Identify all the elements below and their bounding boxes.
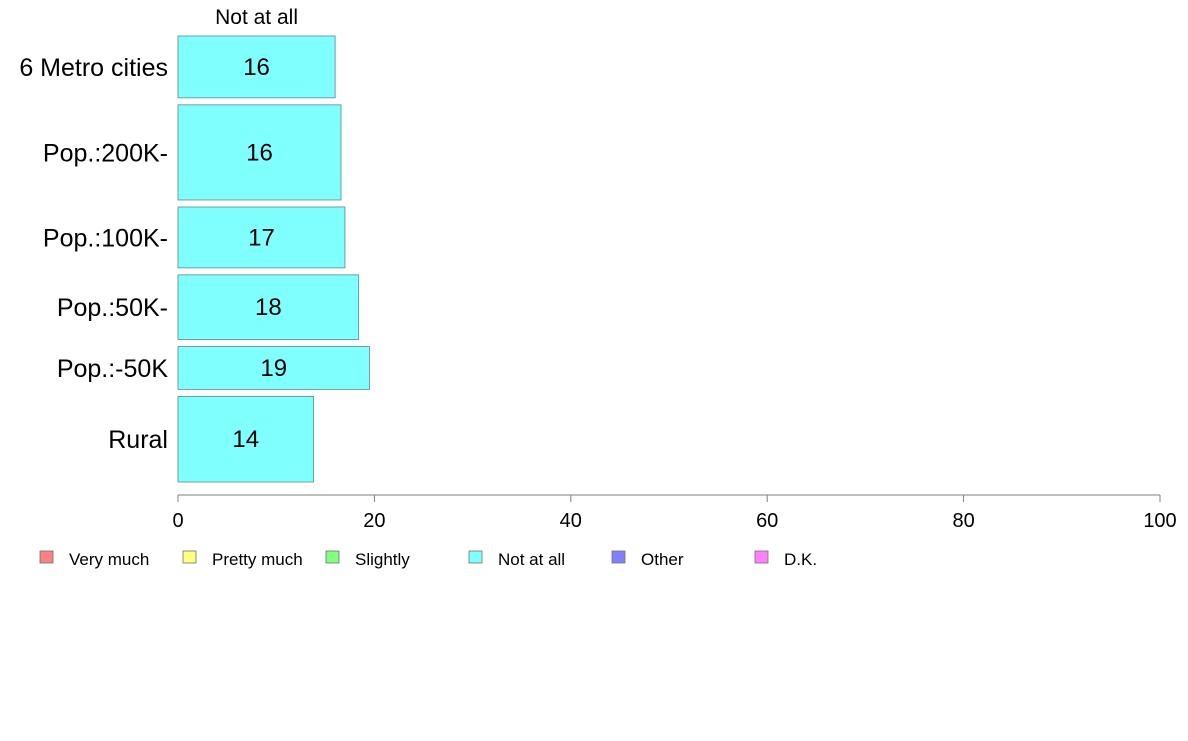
legend-swatch bbox=[754, 550, 769, 564]
bar-pop-50k-not-at-all bbox=[177, 274, 360, 340]
category-label: 6 Metro cities bbox=[19, 54, 168, 82]
x-tick-label: 80 bbox=[952, 510, 974, 532]
x-tick-label: 0 bbox=[172, 510, 183, 532]
legend-label: Not at all bbox=[498, 550, 565, 569]
legend-swatch bbox=[325, 550, 340, 564]
x-tick-label: 20 bbox=[363, 510, 385, 532]
data-label: 18 bbox=[255, 294, 282, 321]
legend-swatch bbox=[39, 550, 54, 564]
legend-swatch bbox=[468, 550, 483, 564]
legend-swatch bbox=[182, 550, 197, 564]
data-label: 17 bbox=[248, 224, 275, 251]
column-header: Not at all bbox=[215, 6, 298, 29]
labels-layer: Not at all 16 6 Metro cities 16 Pop.:200K- 17… bbox=[19, 6, 298, 454]
data-label: 16 bbox=[246, 139, 273, 166]
category-label: Pop.:200K- bbox=[43, 139, 168, 167]
legend-label: Pretty much bbox=[212, 550, 303, 569]
bar-6-metro-cities-not-at-all bbox=[177, 35, 336, 99]
legend-label: Other bbox=[641, 550, 684, 569]
data-label: 14 bbox=[232, 426, 259, 453]
x-tick-label: 100 bbox=[1143, 510, 1176, 532]
category-label: Pop.:-50K bbox=[57, 355, 169, 383]
bar-pop-200k-not-at-all bbox=[177, 104, 342, 201]
legend-label: Slightly bbox=[355, 550, 410, 569]
category-label: Pop.:100K- bbox=[43, 224, 168, 252]
x-tick-label: 40 bbox=[560, 510, 582, 532]
legend-label: D.K. bbox=[784, 550, 817, 569]
bar-pop-100k-not-at-all bbox=[177, 206, 346, 269]
bar-pop-50k-not-at-all bbox=[177, 346, 370, 390]
bars-layer bbox=[177, 35, 370, 483]
legend: Very much Pretty much Slightly Not at all Ot… bbox=[39, 550, 817, 569]
bar-rural-not-at-all bbox=[177, 395, 314, 483]
category-label: Pop.:50K- bbox=[57, 294, 168, 322]
legend-swatch bbox=[611, 550, 626, 564]
category-label: Rural bbox=[108, 426, 168, 454]
x-axis: 0 20 40 60 80 100 bbox=[172, 494, 1177, 532]
x-tick-label: 60 bbox=[756, 510, 778, 532]
data-label: 19 bbox=[260, 355, 287, 382]
data-label: 16 bbox=[243, 54, 270, 81]
legend-label: Very much bbox=[69, 550, 149, 569]
